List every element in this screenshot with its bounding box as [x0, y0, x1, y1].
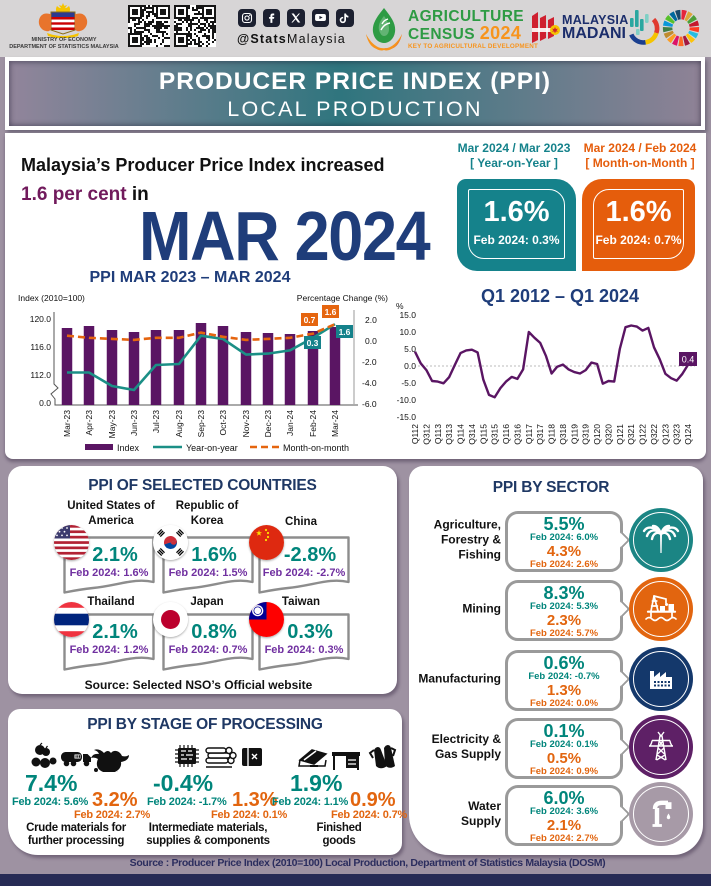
svg-text:Q318: Q318 — [558, 424, 568, 445]
svg-text:Q118: Q118 — [547, 424, 557, 444]
svg-text:Q120: Q120 — [592, 424, 602, 445]
svg-text:Q322: Q322 — [649, 424, 659, 445]
svg-text:2.0: 2.0 — [365, 315, 377, 325]
svg-text:Q121: Q121 — [615, 424, 625, 445]
svg-text:Q115: Q115 — [478, 424, 488, 444]
svg-text:-2.0: -2.0 — [362, 357, 377, 367]
svg-text:10.0: 10.0 — [399, 327, 416, 337]
svg-text:Index: Index — [117, 443, 140, 453]
svg-text:Aug-23: Aug-23 — [174, 410, 184, 438]
svg-text:0.0: 0.0 — [404, 361, 416, 371]
svg-text:0.3: 0.3 — [307, 338, 319, 348]
svg-text:Q317: Q317 — [535, 424, 545, 445]
svg-text:0.0: 0.0 — [365, 336, 377, 346]
svg-text:120.0: 120.0 — [30, 314, 52, 324]
svg-text:Apr-23: Apr-23 — [84, 410, 94, 436]
svg-text:0.4: 0.4 — [682, 355, 695, 365]
svg-text:Q314: Q314 — [467, 424, 477, 445]
svg-text:15.0: 15.0 — [399, 310, 416, 320]
svg-text:1.6: 1.6 — [325, 307, 337, 317]
svg-text:Q313: Q313 — [444, 424, 454, 445]
svg-text:Q113: Q113 — [433, 424, 443, 444]
svg-text:Percentage Change (%): Percentage Change (%) — [297, 293, 388, 303]
svg-text:Oct-23: Oct-23 — [218, 410, 228, 436]
svg-text:0.7: 0.7 — [304, 315, 316, 325]
svg-text:Q124: Q124 — [683, 424, 693, 445]
svg-text:116.0: 116.0 — [30, 342, 51, 352]
svg-text:Mar-24: Mar-24 — [330, 410, 340, 437]
svg-text:Mar-23: Mar-23 — [62, 410, 72, 437]
svg-text:Nov-23: Nov-23 — [241, 410, 251, 438]
svg-text:0.0: 0.0 — [39, 398, 51, 408]
svg-text:-10.0: -10.0 — [397, 395, 417, 405]
svg-text:1.6: 1.6 — [339, 327, 351, 337]
svg-text:Index (2010=100): Index (2010=100) — [18, 293, 85, 303]
svg-text:Q123: Q123 — [660, 424, 670, 445]
svg-text:Month-on-month: Month-on-month — [283, 443, 349, 453]
svg-text:5.0: 5.0 — [404, 344, 416, 354]
svg-text:Year-on-year: Year-on-year — [186, 443, 238, 453]
svg-text:-15.0: -15.0 — [397, 412, 417, 422]
svg-text:Dec-23: Dec-23 — [263, 410, 273, 438]
svg-text:Q315: Q315 — [490, 424, 500, 445]
svg-text:Q316: Q316 — [512, 424, 522, 445]
svg-text:May-23: May-23 — [107, 410, 117, 439]
svg-text:-5.0: -5.0 — [401, 378, 416, 388]
svg-text:Sep-23: Sep-23 — [196, 410, 206, 438]
svg-text:Jan-24: Jan-24 — [285, 410, 295, 436]
svg-text:112.0: 112.0 — [30, 370, 51, 380]
svg-text:Q122: Q122 — [638, 424, 648, 445]
svg-text:Q114: Q114 — [456, 424, 466, 444]
svg-text:Q312: Q312 — [421, 424, 431, 445]
svg-text:Q119: Q119 — [569, 424, 579, 444]
svg-text:Q323: Q323 — [672, 424, 682, 445]
svg-text:Q116: Q116 — [501, 424, 511, 444]
svg-text:Q117: Q117 — [524, 424, 534, 444]
svg-text:Q320: Q320 — [604, 424, 614, 445]
svg-text:%: % — [396, 301, 404, 311]
svg-text:Jun-23: Jun-23 — [129, 410, 139, 436]
svg-text:Q321: Q321 — [626, 424, 636, 445]
svg-text:-6.0: -6.0 — [362, 399, 377, 409]
svg-text:Q319: Q319 — [581, 424, 591, 445]
svg-text:Jul-23: Jul-23 — [151, 410, 161, 433]
svg-text:Q112: Q112 — [410, 424, 420, 444]
svg-text:Feb-24: Feb-24 — [308, 410, 318, 437]
svg-text:-4.0: -4.0 — [362, 378, 377, 388]
